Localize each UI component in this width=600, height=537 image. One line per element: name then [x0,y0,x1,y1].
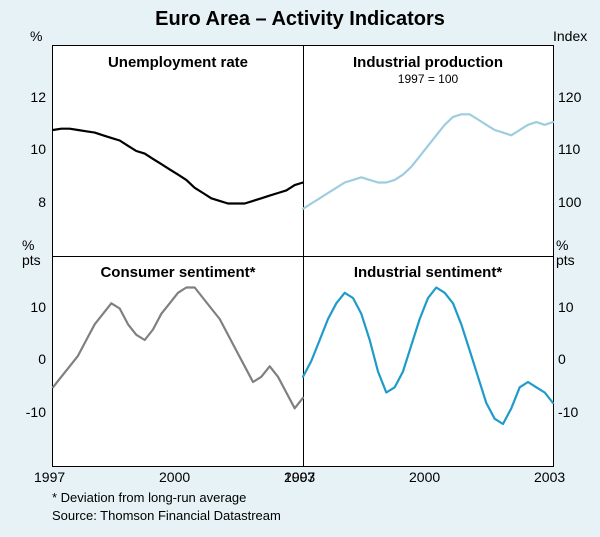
xtick-label: 2000 [159,469,190,485]
ytick-label: 120 [558,89,581,105]
xtick-label: 1997 [34,469,65,485]
ytick-label: 12 [30,89,46,105]
panel-industrial-production: Industrial production 1997 = 100 [303,46,553,256]
ytick-label: -10 [26,404,46,420]
footnote: * Deviation from long-run average [52,490,246,505]
chart-root: Euro Area – Activity Indicators % Index … [0,0,600,537]
line-industrial-sentiment [303,256,553,466]
ytick-label: 8 [38,194,46,210]
panel-unemployment: Unemployment rate [53,46,303,256]
plot-area: Unemployment rate Industrial production … [52,45,554,467]
unit-tl: % [30,28,42,44]
ytick-label: 10 [30,141,46,157]
ytick-label: -10 [558,404,578,420]
ytick-label: 0 [38,351,46,367]
xtick-label: 2000 [409,469,440,485]
unit-br: %pts [556,238,575,269]
panel-industrial-sentiment: Industrial sentiment* [303,256,553,466]
chart-title: Euro Area – Activity Indicators [0,0,600,31]
line-industrial-production [303,46,553,256]
ytick-label: 10 [30,299,46,315]
source: Source: Thomson Financial Datastream [52,508,281,523]
unit-tr: Index [553,28,587,44]
line-consumer-sentiment [53,256,303,466]
unit-bl: %pts [22,238,41,269]
xtick-label: 1997 [284,469,315,485]
line-unemployment [53,46,303,256]
panel-consumer-sentiment: Consumer sentiment* [53,256,303,466]
ytick-label: 110 [558,141,580,157]
xtick-label: 2003 [534,469,565,485]
ytick-label: 100 [558,194,581,210]
ytick-label: 0 [558,351,566,367]
ytick-label: 10 [558,299,574,315]
